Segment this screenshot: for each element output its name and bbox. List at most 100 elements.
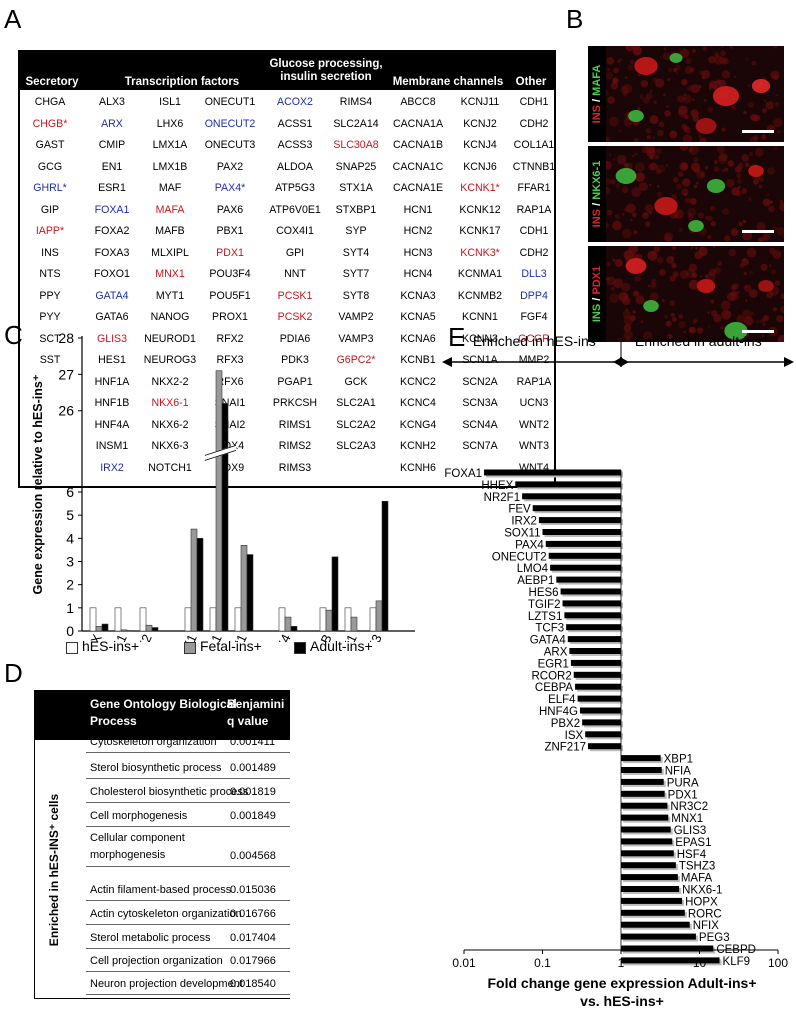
bar <box>89 607 97 632</box>
gene-name: GCG <box>37 160 63 173</box>
fold-change-bar <box>579 707 621 714</box>
gene-name: POU3F4 <box>209 268 251 280</box>
q-value: 0.018540 <box>230 978 276 990</box>
gene-name: FOXO1 <box>94 268 130 280</box>
bar <box>101 623 109 632</box>
gene-name: HNF4A <box>94 418 130 431</box>
fold-change-bar <box>621 886 680 892</box>
gene-name: LMX1B <box>152 160 188 173</box>
go-term: Sterol metabolic process <box>90 932 211 944</box>
fold-change-bar <box>621 874 678 881</box>
fold-change-bar <box>566 624 621 631</box>
gene-name: FOXA1 <box>94 203 130 216</box>
bar <box>319 607 327 632</box>
gene-name: NKX6-2 <box>151 418 189 431</box>
fold-change-bar <box>484 469 621 476</box>
gene-label: PBX2 <box>551 718 580 730</box>
gene-name: LMX1A <box>152 139 188 151</box>
fold-change-bar <box>621 921 690 928</box>
gene-name: SNAP25 <box>335 160 377 173</box>
gene-name: ABCC8 <box>400 96 436 108</box>
x-tick-label: 100 <box>768 956 788 970</box>
gene-name: PCSK2 <box>277 311 313 323</box>
gene-name: CHGB* <box>32 117 68 130</box>
log-fold-change-chart: Enriched in hES-ins⁺ Enriched in adult-in… <box>442 333 794 1009</box>
fold-change-bar <box>567 636 621 643</box>
bar <box>350 616 358 632</box>
gene-label: TSHZ3 <box>679 861 715 873</box>
gene-name: NKX2-2 <box>151 375 189 388</box>
q-value: 0.001489 <box>230 762 276 774</box>
category-label: PDX1 <box>222 632 250 642</box>
y-tick-label: 4 <box>66 530 74 546</box>
gene-name: KCNK1* <box>460 182 500 194</box>
gene-name: PAX6 <box>216 203 244 216</box>
gene-name: HCN4 <box>403 268 433 280</box>
gene-name: FOXA3 <box>94 246 130 259</box>
gene-name: POU5F1 <box>209 289 251 302</box>
gene-label: FEV <box>508 504 531 516</box>
gene-name: CDH1 <box>519 225 549 237</box>
gene-name: SLC30A8 <box>333 139 379 151</box>
panel-letter-b: B <box>566 4 584 34</box>
y-tick-label: 26 <box>58 403 74 419</box>
go-term: Actin cytoskeleton organization <box>90 908 242 920</box>
x-tick-label: 0.01 <box>452 956 476 970</box>
legend-swatch <box>294 642 306 654</box>
q-value: 0.001411 <box>230 736 276 748</box>
gene-name: GLIS3 <box>96 332 128 345</box>
category-label: FOXA1 <box>98 632 130 642</box>
bar <box>369 607 377 632</box>
gene-name: PDIA6 <box>279 332 311 345</box>
gene-name: SCT <box>39 332 61 345</box>
gene-name: HES1 <box>98 354 126 366</box>
gene-name: ACOX2 <box>277 96 313 108</box>
gene-name: KCNN3 <box>462 332 498 345</box>
stain-label: INS / NKX6-1 <box>588 146 606 242</box>
gene-label: ONECUT2 <box>492 551 547 563</box>
fold-change-bar <box>621 909 685 916</box>
fold-change-bar <box>621 933 696 940</box>
gene-name: NTS <box>39 268 61 280</box>
go-term: Cell morphogenesis <box>90 810 188 822</box>
fold-change-bar <box>621 767 662 773</box>
gene-label: HOPX <box>685 896 718 908</box>
gene-name: CDH2 <box>519 117 549 130</box>
gene-name: SST <box>39 354 61 366</box>
y-tick-label: 2 <box>66 577 74 593</box>
fold-change-bar <box>621 945 714 952</box>
gene-name: HCN2 <box>403 225 433 237</box>
gene-name: MMP2 <box>518 354 550 366</box>
gene-label: PDX1 <box>668 789 698 801</box>
bar <box>234 607 242 632</box>
gene-label: HSF4 <box>677 849 707 861</box>
gene-label: RCOR2 <box>531 670 571 682</box>
q-value-header: Benjamini q value <box>227 697 285 728</box>
bar <box>215 370 223 632</box>
gene-name: ATP5G3 <box>275 182 315 194</box>
gene-name: RFX3 <box>216 354 244 366</box>
go-term: Sterol biosynthetic process <box>90 762 222 774</box>
gene-name: ISL1 <box>159 96 181 108</box>
q-value: 0.017404 <box>230 932 276 944</box>
gene-label: XBP1 <box>664 754 693 766</box>
gene-name: GIP <box>40 203 60 216</box>
gene-name: NANOG <box>150 311 190 323</box>
gene-name: KCNK17 <box>459 225 501 237</box>
go-term: Cytoskeleton organization <box>90 736 217 748</box>
gene-label: MNX1 <box>671 813 703 825</box>
gene-name: PDK3 <box>281 354 309 366</box>
bar-chart-expression: 0 1 2 3 4 5 6 26 27 28 Gene expression relative to… <box>31 330 415 642</box>
fold-change-bar <box>515 481 621 488</box>
fold-change-bar <box>621 802 668 809</box>
enriched-side-label: Enriched in hES-INS⁺ cells <box>47 793 61 947</box>
gene-name: KCNH6 <box>400 461 436 474</box>
gene-name: EN1 <box>101 160 123 173</box>
gene-name: SLC2A2 <box>336 418 376 431</box>
gene-name: CACNA1B <box>392 139 444 151</box>
legend-label: hES-ins+ <box>82 638 140 654</box>
gene-label: TCF3 <box>535 623 564 635</box>
y-tick-label: 3 <box>66 554 74 570</box>
y-axis-label: Gene expression relative to hES-ins⁺ <box>31 374 45 594</box>
gene-name: PYY <box>39 311 61 323</box>
